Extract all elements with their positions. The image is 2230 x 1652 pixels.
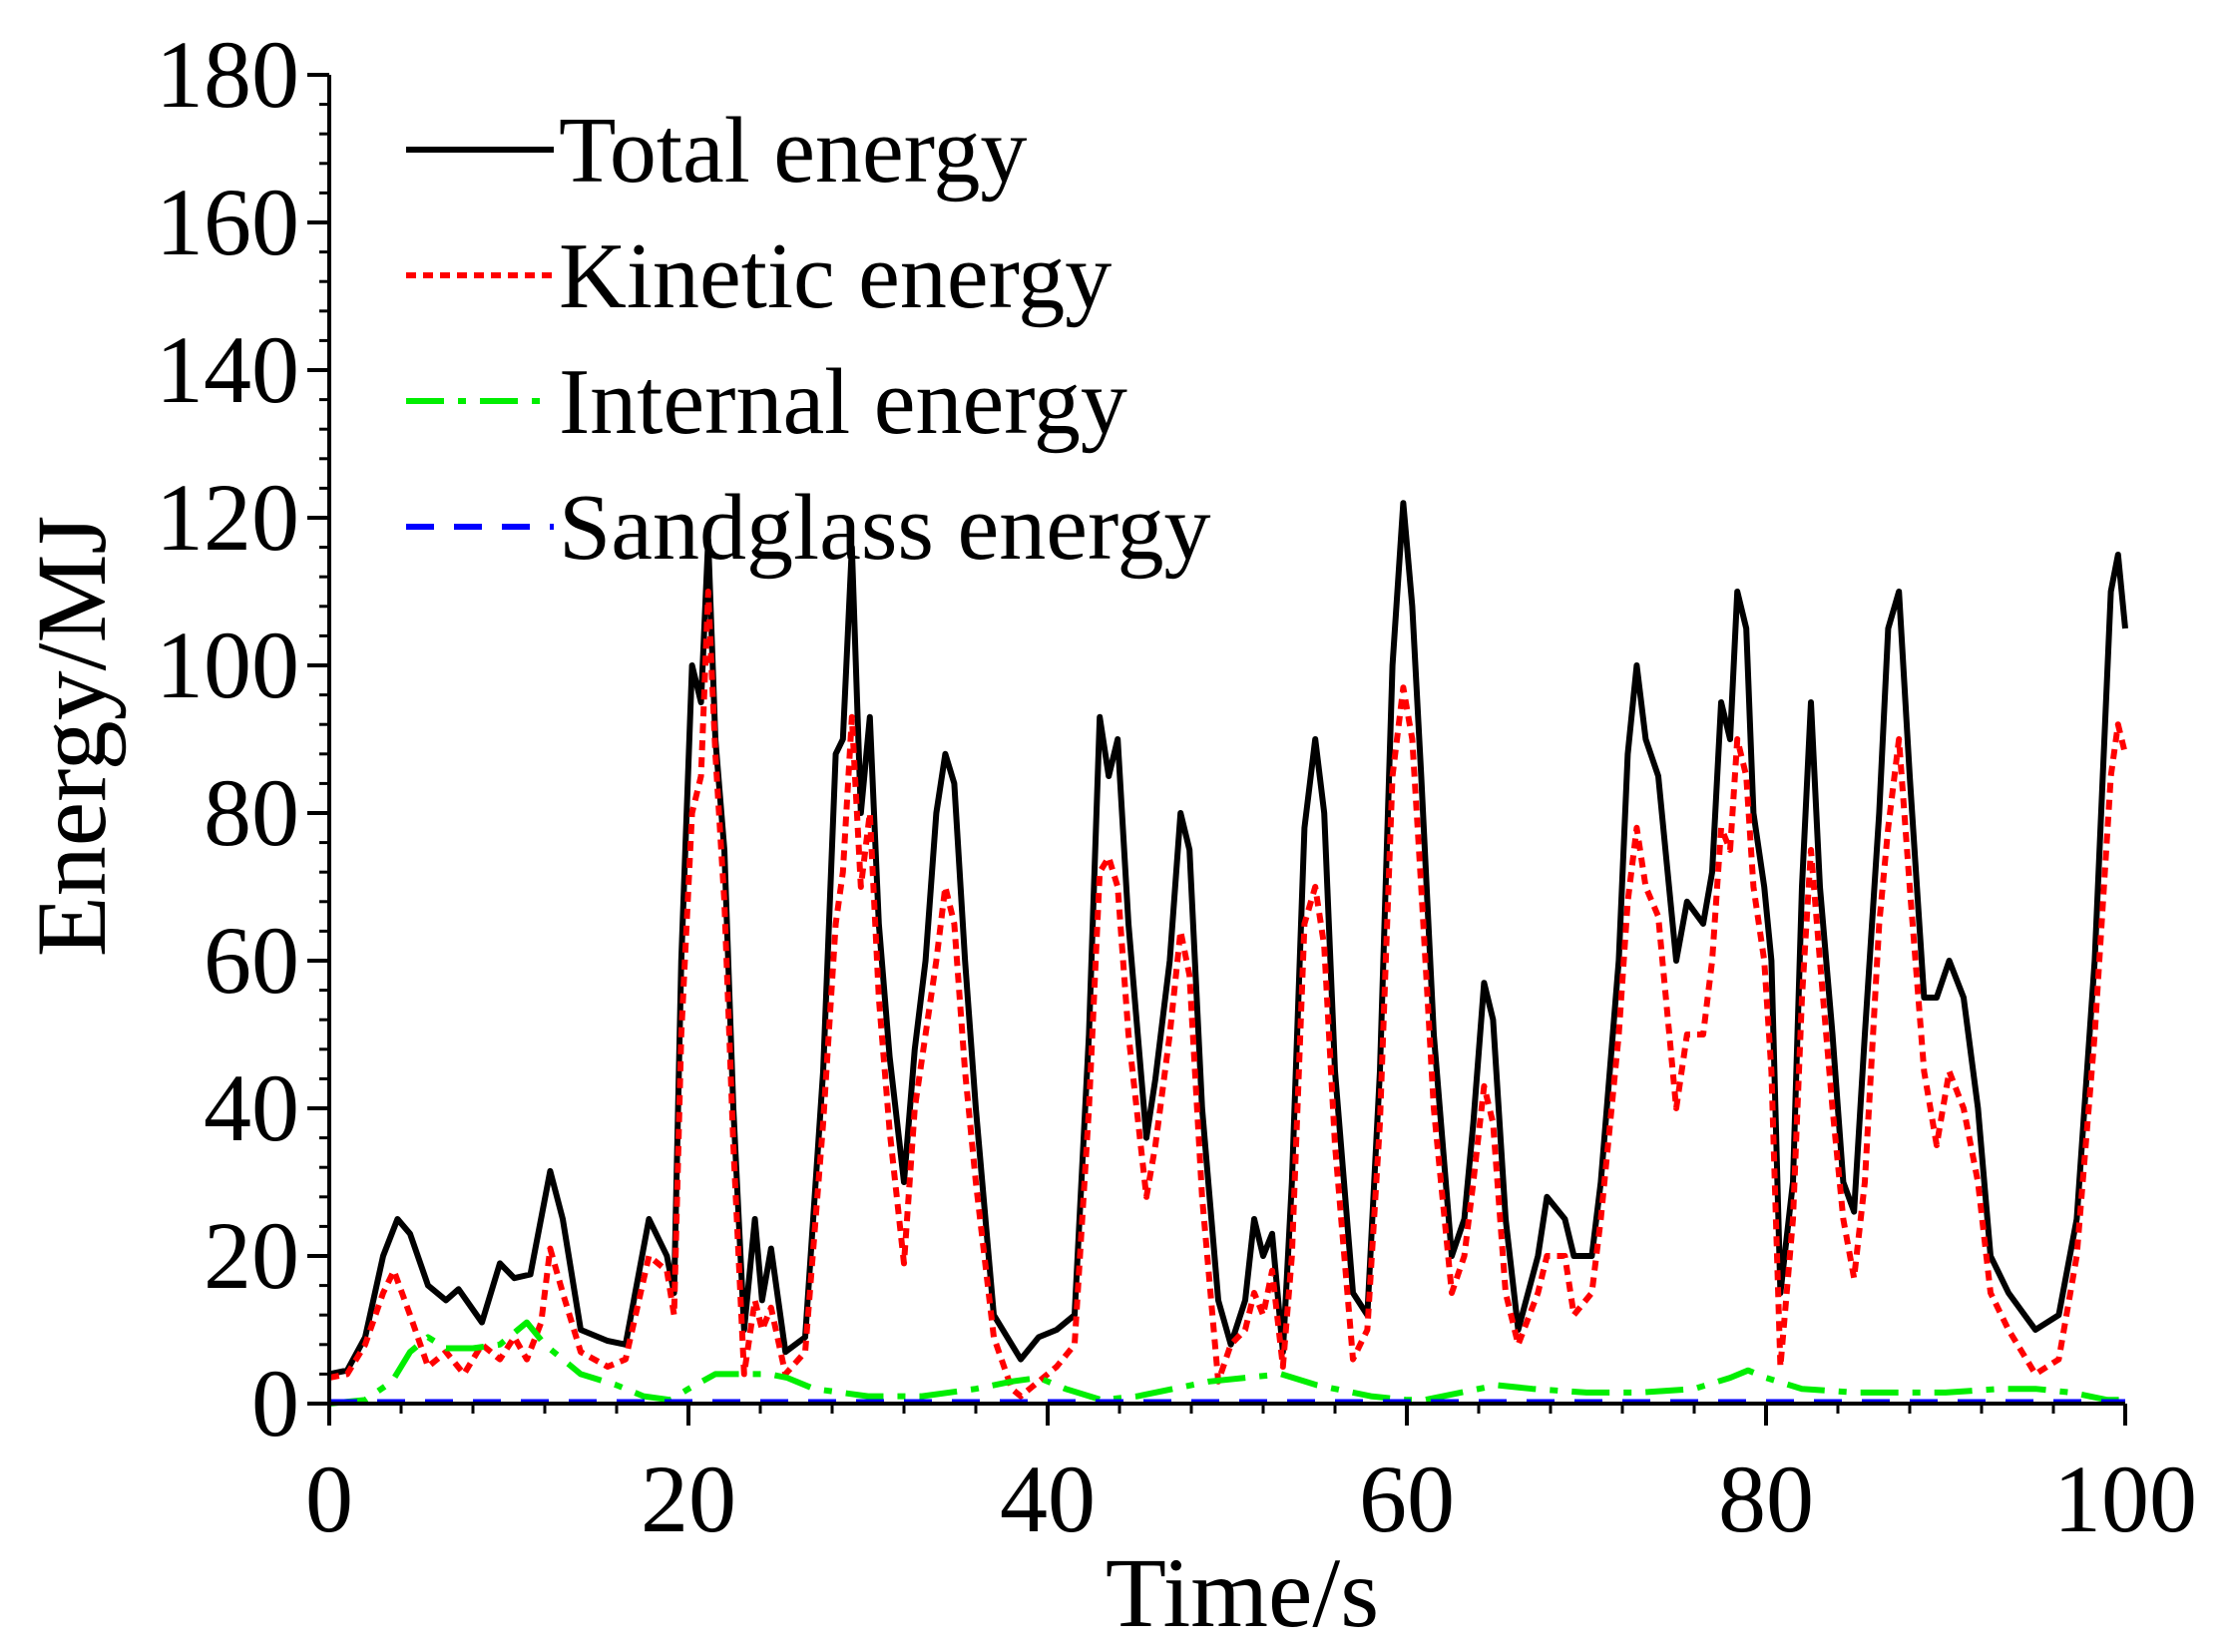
series-line-internal-energy (328, 1319, 2125, 1407)
x-tick-label: 20 (641, 1446, 736, 1552)
x-tick-label: 100 (2053, 1446, 2197, 1552)
y-tick-label: 100 (156, 612, 299, 718)
y-tick-label: 120 (156, 464, 299, 571)
x-tick-label: 80 (1718, 1446, 1814, 1552)
y-tick-label: 180 (156, 21, 299, 128)
y-tick-label: 160 (156, 169, 299, 275)
y-tick-label: 80 (204, 759, 299, 866)
legend-label-total-energy: Total energy (559, 99, 1027, 203)
y-tick-label: 40 (204, 1054, 299, 1161)
series-line-kinetic-energy (328, 589, 2128, 1400)
legend-label-internal-energy: Internal energy (559, 350, 1127, 454)
legend-label-sandglass-energy: Sandglass energy (559, 476, 1211, 580)
x-tick-label: 0 (305, 1446, 353, 1552)
series-layer (328, 500, 2128, 1407)
y-axis-title: Energy/MJ (16, 516, 127, 958)
x-tick-label: 40 (1000, 1446, 1096, 1552)
x-axis-title: Time/s (1106, 1537, 1379, 1648)
y-tick-label: 0 (251, 1350, 299, 1456)
y-tick-label: 60 (204, 907, 299, 1014)
x-tick-label: 60 (1359, 1446, 1455, 1552)
y-tick-label: 140 (156, 316, 299, 423)
series-line-total-energy (328, 500, 2128, 1378)
legend: Total energy Kinetic energy Internal energ… (406, 99, 1211, 580)
y-tick-label: 20 (204, 1202, 299, 1309)
axes: 0 20 40 60 80 100 120 140 160 180 0 20 40 60 80 100 (156, 21, 2197, 1552)
legend-label-kinetic-energy: Kinetic energy (559, 224, 1112, 328)
